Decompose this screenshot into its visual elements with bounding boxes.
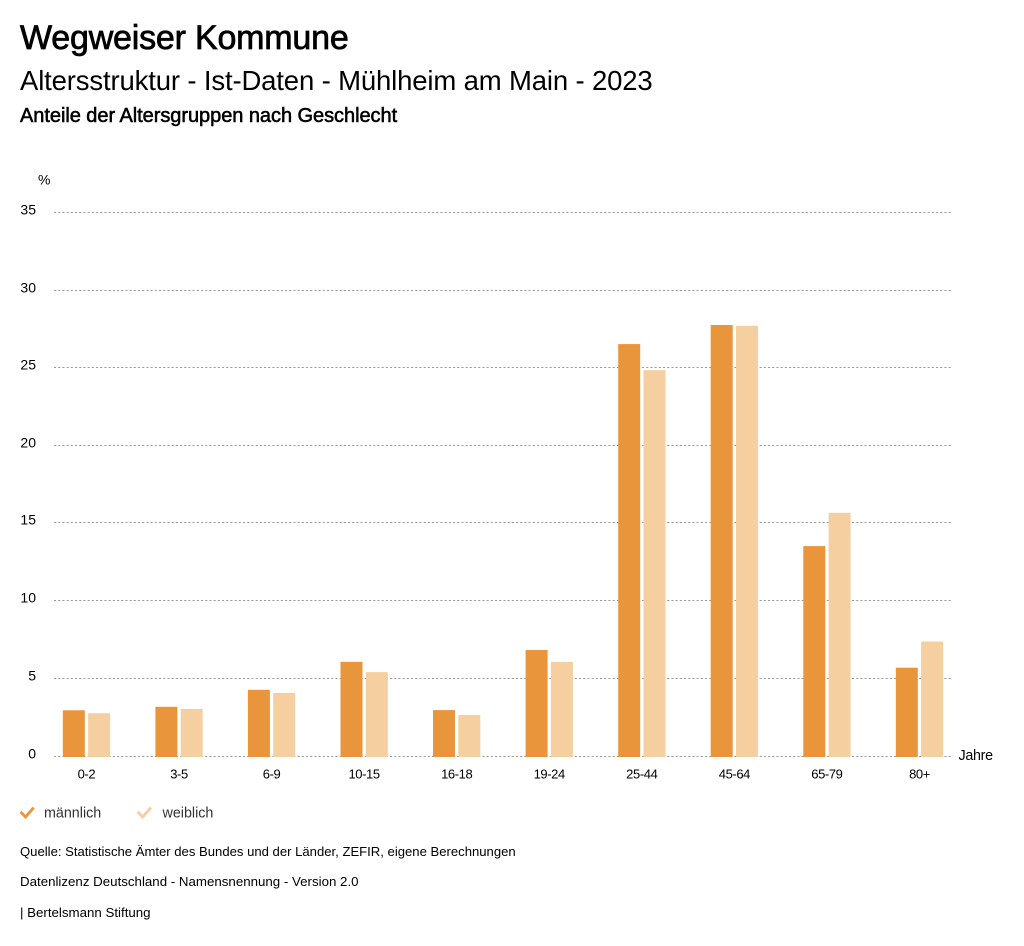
svg-text:5: 5 xyxy=(28,668,36,684)
svg-text:3-5: 3-5 xyxy=(170,767,188,782)
svg-text:15: 15 xyxy=(20,512,36,528)
svg-text:20: 20 xyxy=(20,435,36,451)
svg-text:80+: 80+ xyxy=(909,767,930,782)
svg-text:männlich: männlich xyxy=(44,806,101,822)
svg-text:6-9: 6-9 xyxy=(263,767,281,782)
svg-text:25-44: 25-44 xyxy=(626,767,657,782)
svg-text:16-18: 16-18 xyxy=(441,767,472,782)
svg-text:0: 0 xyxy=(28,746,36,762)
svg-text:25: 25 xyxy=(20,357,36,373)
svg-text:10-15: 10-15 xyxy=(348,767,379,782)
svg-text:35: 35 xyxy=(20,202,36,218)
svg-text:weiblich: weiblich xyxy=(162,806,214,822)
svg-text:0-2: 0-2 xyxy=(78,767,96,782)
svg-text:%: % xyxy=(38,172,50,188)
svg-text:19-24: 19-24 xyxy=(534,767,565,782)
svg-text:30: 30 xyxy=(20,280,36,296)
svg-text:45-64: 45-64 xyxy=(719,767,750,782)
svg-text:65-79: 65-79 xyxy=(811,767,842,782)
svg-text:10: 10 xyxy=(20,590,36,606)
svg-text:Jahre: Jahre xyxy=(959,748,994,764)
